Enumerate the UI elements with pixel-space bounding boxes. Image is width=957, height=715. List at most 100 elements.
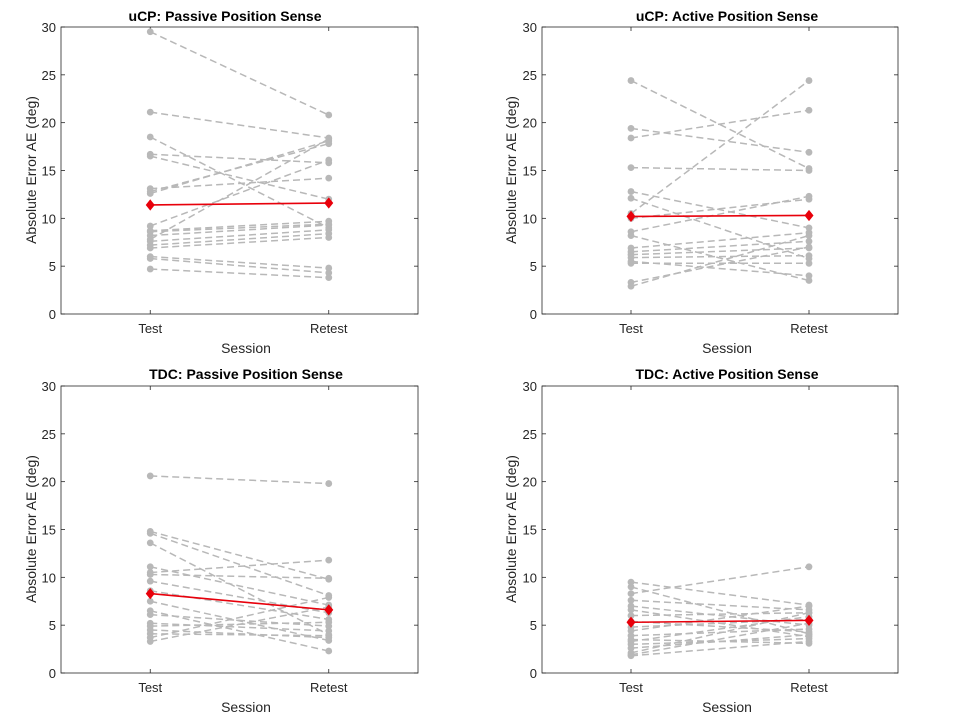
y-tick-label: 30 bbox=[42, 20, 56, 35]
mean-point bbox=[145, 587, 155, 600]
participant-series bbox=[146, 265, 333, 282]
participant-line bbox=[630, 605, 810, 626]
participant-line bbox=[630, 566, 810, 595]
y-tick-label: 20 bbox=[42, 116, 56, 131]
y-tick-label: 30 bbox=[42, 379, 56, 394]
participant-point bbox=[325, 111, 333, 119]
participant-point bbox=[146, 265, 154, 273]
x-tick-label: Retest bbox=[790, 680, 828, 695]
participant-point bbox=[805, 277, 813, 284]
participant-point bbox=[805, 638, 813, 645]
axes-box bbox=[60, 26, 419, 315]
participant-line bbox=[150, 229, 329, 243]
participant-series bbox=[146, 152, 333, 203]
participant-point bbox=[325, 480, 333, 487]
y-tick-label: 25 bbox=[42, 68, 56, 83]
axes-box bbox=[541, 385, 899, 674]
mean-series bbox=[626, 614, 814, 628]
y-tick-label: 30 bbox=[523, 20, 537, 35]
participant-series bbox=[627, 188, 813, 232]
participant-series bbox=[627, 125, 813, 156]
y-tick-label: 10 bbox=[523, 211, 537, 226]
y-tick-label: 25 bbox=[42, 427, 56, 442]
participant-point bbox=[325, 556, 333, 564]
participant-line bbox=[630, 127, 810, 154]
participant-point bbox=[146, 577, 154, 585]
participant-line bbox=[150, 566, 329, 606]
participant-line bbox=[150, 633, 329, 637]
participant-point bbox=[627, 125, 635, 132]
participant-point bbox=[325, 618, 333, 626]
participant-point bbox=[805, 77, 813, 84]
participant-point bbox=[325, 594, 333, 601]
participant-point bbox=[627, 164, 635, 172]
participant-line bbox=[150, 236, 329, 249]
participant-line bbox=[630, 599, 810, 611]
participant-line bbox=[150, 232, 329, 246]
y-tick-label: 0 bbox=[49, 307, 56, 322]
participant-line bbox=[150, 580, 329, 614]
panel-tdc-active: TDC: Active Position Sense Session Absol… bbox=[503, 366, 899, 715]
panel-title: uCP: Passive Position Sense bbox=[129, 8, 322, 24]
y-axis-label: Absolute Error AE (deg) bbox=[503, 455, 519, 603]
participant-line bbox=[150, 140, 329, 195]
participant-point bbox=[627, 596, 635, 604]
participant-point bbox=[146, 222, 154, 230]
y-tick-label: 5 bbox=[49, 259, 56, 274]
participant-line bbox=[630, 240, 810, 253]
participant-series bbox=[146, 571, 333, 582]
participant-point bbox=[325, 574, 333, 582]
participant-point bbox=[325, 632, 333, 640]
participant-point bbox=[805, 192, 813, 200]
mean-point bbox=[324, 197, 334, 209]
x-tick-label: Test bbox=[619, 321, 643, 336]
x-axis-label: Session bbox=[221, 340, 271, 356]
participant-line bbox=[150, 475, 329, 485]
mean-point bbox=[145, 199, 155, 211]
participant-point bbox=[146, 108, 154, 116]
participant-point bbox=[805, 252, 813, 260]
participant-series bbox=[146, 108, 333, 142]
participant-point bbox=[805, 602, 813, 610]
participant-series bbox=[627, 638, 813, 660]
participant-point bbox=[627, 578, 635, 586]
participant-line bbox=[150, 589, 329, 621]
participant-series bbox=[146, 156, 333, 230]
participant-line bbox=[630, 79, 810, 215]
participant-line bbox=[630, 247, 810, 256]
participant-point bbox=[805, 272, 813, 280]
participant-point bbox=[627, 590, 635, 597]
y-tick-label: 10 bbox=[42, 211, 56, 226]
participant-series bbox=[627, 259, 813, 267]
y-tick-label: 20 bbox=[523, 116, 537, 131]
participant-line bbox=[630, 633, 810, 649]
y-tick-label: 15 bbox=[42, 523, 56, 538]
y-tick-label: 10 bbox=[42, 570, 56, 585]
participant-line bbox=[630, 581, 810, 606]
participant-series bbox=[146, 253, 333, 272]
participant-series bbox=[146, 577, 333, 617]
participant-point bbox=[146, 152, 154, 160]
x-tick-label: Test bbox=[138, 680, 162, 695]
participant-line bbox=[150, 606, 329, 643]
participant-point bbox=[805, 625, 813, 633]
participant-line bbox=[150, 223, 329, 233]
participant-line bbox=[150, 111, 329, 139]
participant-point bbox=[146, 255, 154, 262]
participant-line bbox=[150, 629, 329, 639]
panel-title: TDC: Active Position Sense bbox=[635, 366, 818, 382]
participant-line bbox=[630, 640, 810, 657]
y-tick-label: 5 bbox=[530, 618, 537, 633]
y-tick-label: 25 bbox=[523, 68, 537, 83]
participant-series bbox=[627, 229, 813, 252]
participant-line bbox=[630, 195, 810, 233]
participant-series bbox=[627, 563, 813, 597]
participant-point bbox=[146, 563, 154, 571]
participant-series bbox=[627, 602, 813, 635]
participant-series bbox=[146, 255, 333, 277]
y-tick-label: 25 bbox=[523, 427, 537, 442]
participant-point bbox=[805, 243, 813, 251]
panel-ucp-active: uCP: Active Position Sense Session Absol… bbox=[503, 8, 899, 356]
participant-line bbox=[149, 31, 330, 116]
participant-line bbox=[150, 610, 329, 652]
